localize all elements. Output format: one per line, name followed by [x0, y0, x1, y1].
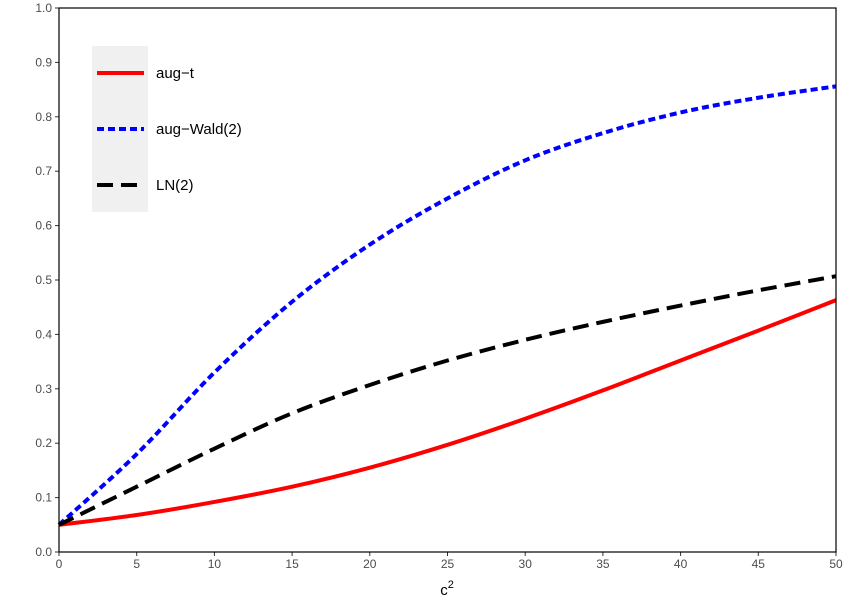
series-lines	[57, 84, 837, 527]
x-tick-label: 50	[829, 557, 843, 571]
x-tick-label: 15	[285, 557, 299, 571]
y-tick-label: 0.6	[35, 219, 52, 233]
x-tick-label: 5	[133, 557, 140, 571]
x-axis-title-superscript: 2	[448, 579, 454, 591]
y-tick-label: 1.0	[35, 1, 52, 15]
series-line-2	[57, 84, 837, 527]
legend-label-3: LN(2)	[156, 177, 194, 194]
y-tick-label: 0.1	[35, 491, 52, 505]
x-axis-title: c2	[440, 579, 454, 599]
plot-border	[58, 7, 837, 553]
x-tick-label: 35	[596, 557, 610, 571]
legend: aug−t aug−Wald(2) LN(2)	[92, 46, 242, 212]
y-tick-label: 0.7	[35, 164, 52, 178]
series-line-1	[58, 298, 837, 527]
y-tick-label: 0.3	[35, 382, 52, 396]
y-tick-label: 0.9	[35, 55, 52, 69]
x-tick-label: 0	[56, 557, 63, 571]
x-tick-label: 40	[674, 557, 688, 571]
y-tick-label: 0.5	[35, 273, 52, 287]
y-tick-label: 0.8	[35, 110, 52, 124]
x-tick-label: 20	[363, 557, 377, 571]
x-axis-title-base: c	[440, 582, 448, 599]
y-tick-label: 0.2	[35, 436, 52, 450]
axes: 0 5 10 15 20 25 30 35 40 45 50 0.0 0.1 0.2 0.3 0.4 0.5 0.…	[35, 1, 843, 571]
y-tick-label: 0.0	[35, 545, 52, 559]
x-tick-label: 45	[752, 557, 766, 571]
x-tick-label: 10	[208, 557, 222, 571]
x-tick-label: 25	[441, 557, 455, 571]
legend-label-2: aug−Wald(2)	[156, 121, 242, 138]
legend-label-1: aug−t	[156, 65, 195, 82]
y-tick-label: 0.4	[35, 327, 52, 341]
x-tick-label: 30	[519, 557, 533, 571]
series-line-3	[58, 274, 837, 527]
